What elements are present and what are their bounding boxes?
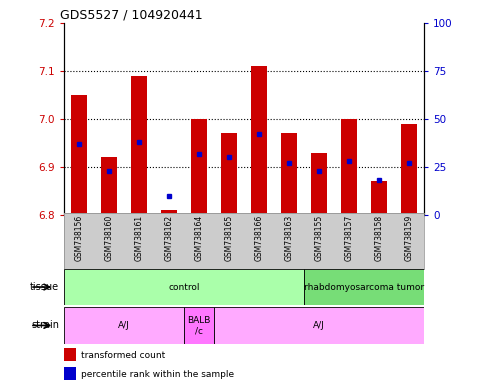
Bar <box>311 153 327 215</box>
Bar <box>304 269 424 305</box>
Bar <box>251 66 267 215</box>
Text: GSM738159: GSM738159 <box>404 215 414 261</box>
Text: A/J: A/J <box>118 321 130 330</box>
Text: GSM738157: GSM738157 <box>345 215 353 261</box>
Text: percentile rank within the sample: percentile rank within the sample <box>81 370 235 379</box>
Text: GSM738161: GSM738161 <box>135 215 143 261</box>
Text: strain: strain <box>31 320 59 331</box>
Text: rhabdomyosarcoma tumor: rhabdomyosarcoma tumor <box>304 283 424 291</box>
Text: GDS5527 / 104920441: GDS5527 / 104920441 <box>61 9 203 22</box>
Text: GSM738160: GSM738160 <box>105 215 113 261</box>
Text: tissue: tissue <box>30 282 59 292</box>
Text: GSM738158: GSM738158 <box>375 215 384 261</box>
Bar <box>401 124 417 215</box>
Bar <box>64 307 184 344</box>
Bar <box>131 76 147 215</box>
Text: GSM738156: GSM738156 <box>74 215 84 261</box>
Bar <box>101 157 117 215</box>
Bar <box>214 307 424 344</box>
Bar <box>341 119 357 215</box>
Text: A/J: A/J <box>313 321 325 330</box>
Text: GSM738165: GSM738165 <box>224 215 234 261</box>
Bar <box>64 269 304 305</box>
Text: GSM738155: GSM738155 <box>315 215 323 261</box>
Bar <box>161 210 177 215</box>
Text: control: control <box>168 283 200 291</box>
Bar <box>184 307 214 344</box>
Text: GSM738162: GSM738162 <box>165 215 174 261</box>
Bar <box>191 119 207 215</box>
Text: GSM738166: GSM738166 <box>254 215 264 261</box>
Bar <box>281 134 297 215</box>
Bar <box>371 182 387 215</box>
Bar <box>71 95 87 215</box>
Text: BALB
/c: BALB /c <box>187 316 211 335</box>
Text: GSM738164: GSM738164 <box>195 215 204 261</box>
Text: GSM738163: GSM738163 <box>284 215 293 261</box>
Text: transformed count: transformed count <box>81 351 166 360</box>
Bar <box>221 134 237 215</box>
